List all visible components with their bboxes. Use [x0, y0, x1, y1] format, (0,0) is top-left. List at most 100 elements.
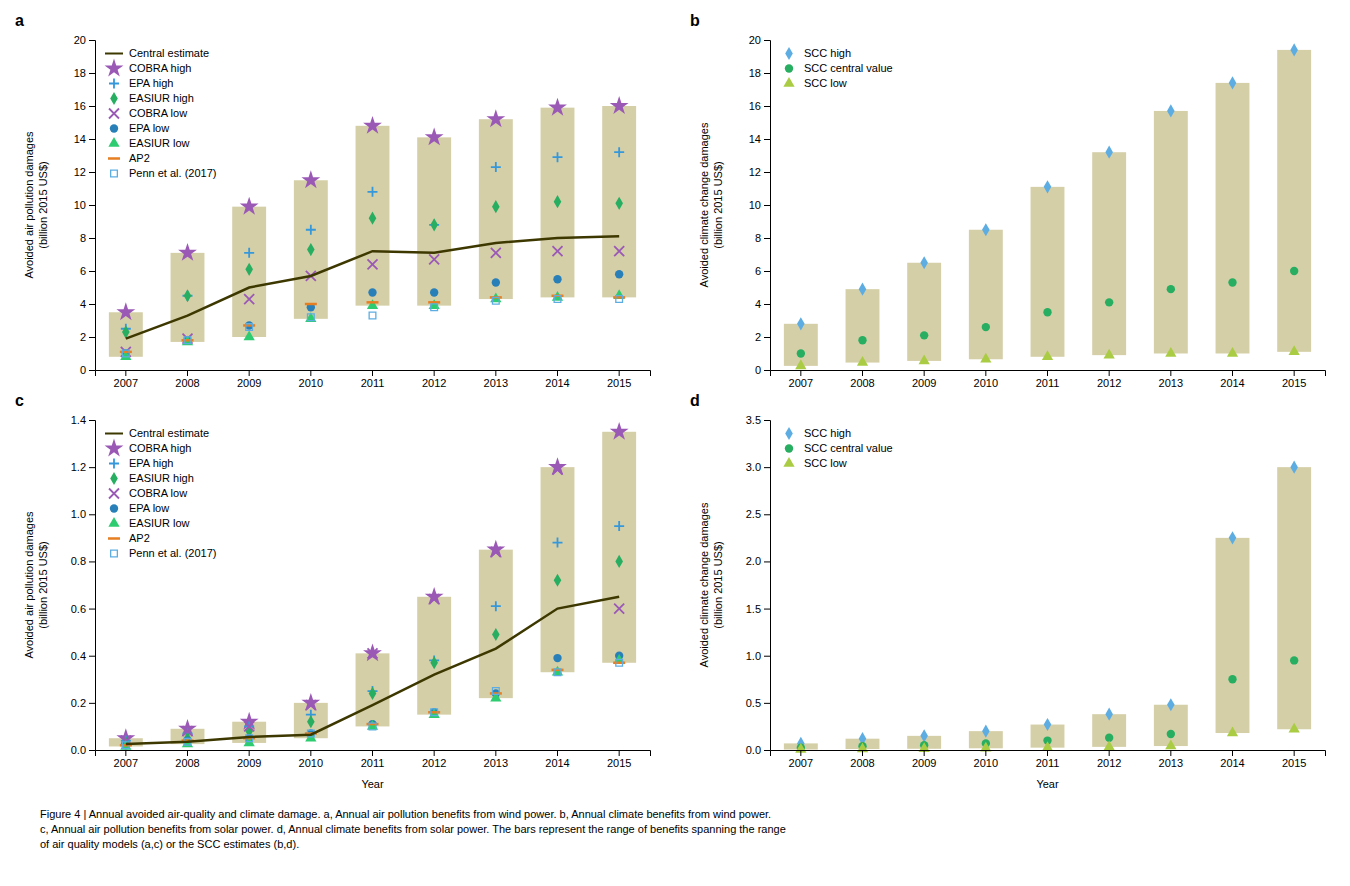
legend-label: EASIUR high — [129, 472, 194, 484]
point — [306, 225, 316, 235]
tick-label: 2015 — [607, 377, 631, 389]
legend-swatch — [109, 459, 119, 469]
tick-label: 2007 — [789, 377, 813, 389]
range-bar — [846, 289, 880, 362]
point — [425, 127, 444, 145]
point — [363, 643, 382, 661]
tick-label: 2 — [755, 331, 761, 343]
point-series — [797, 461, 1298, 750]
tick-mark — [924, 370, 925, 376]
legend: Central estimateCOBRA highEPA highEASIUR… — [105, 47, 217, 179]
point — [1289, 345, 1300, 355]
tick-label: 2.0 — [746, 555, 761, 567]
point — [920, 256, 928, 269]
tick-mark — [125, 750, 126, 756]
range-bar — [294, 180, 328, 319]
y-axis: 02468101214161820 — [74, 34, 96, 376]
tick-mark — [1047, 750, 1048, 756]
legend-swatch — [110, 504, 118, 512]
tick: 2013 — [1159, 750, 1183, 769]
tick-mark — [89, 656, 95, 657]
point — [492, 628, 500, 641]
tick: 3.5 — [746, 414, 770, 426]
tick: 6 — [80, 265, 95, 277]
point — [614, 521, 624, 531]
point — [553, 152, 563, 162]
tick-label: 18 — [74, 67, 86, 79]
point — [1290, 267, 1298, 275]
point — [1042, 350, 1053, 360]
point — [301, 693, 320, 711]
point — [615, 555, 623, 568]
tick-mark — [1170, 750, 1171, 756]
tick-label: 6 — [755, 265, 761, 277]
range-bar — [907, 263, 941, 361]
legend-swatch — [109, 489, 119, 499]
tick-label: 0.0 — [71, 744, 86, 756]
tick-label: 12 — [74, 166, 86, 178]
point-series — [121, 521, 624, 746]
tick: 12 — [749, 166, 770, 178]
point — [1165, 347, 1176, 357]
tick-mark — [764, 172, 770, 173]
tick-label: 0 — [755, 364, 761, 376]
y-axis: 02468101214161820 — [749, 34, 771, 376]
range-bar — [1154, 111, 1188, 354]
tick-mark — [89, 238, 95, 239]
point — [178, 243, 197, 261]
range-bar — [232, 207, 266, 337]
tick-label: 18 — [749, 67, 761, 79]
tick-label: 2008 — [175, 757, 199, 769]
tick-mark — [619, 750, 620, 756]
point — [982, 725, 990, 738]
point — [920, 331, 928, 339]
point-series — [797, 43, 1298, 330]
legend: Central estimateCOBRA highEPA highEASIUR… — [105, 427, 217, 559]
point — [857, 356, 868, 366]
point — [1229, 531, 1237, 544]
tick: 2013 — [1159, 370, 1183, 389]
point — [120, 351, 132, 354]
legend-item: EASIUR high — [110, 92, 194, 105]
tick: 2014 — [1220, 750, 1244, 769]
panel-title: b — [690, 12, 700, 29]
tick-label: 0.5 — [746, 697, 761, 709]
tick-mark — [89, 73, 95, 74]
tick: 2014 — [1220, 370, 1244, 389]
tick: 8 — [80, 232, 95, 244]
tick-mark — [557, 370, 558, 376]
tick: 0.0 — [71, 744, 95, 756]
range-bar — [1277, 467, 1311, 729]
legend-label: Penn et al. (2017) — [129, 167, 216, 179]
tick-mark — [800, 750, 801, 756]
point — [553, 246, 563, 256]
point — [301, 170, 320, 188]
tick-label: 10 — [74, 199, 86, 211]
tick: 2012 — [422, 370, 446, 389]
tick: 2010 — [974, 370, 998, 389]
legend-item: EASIUR low — [108, 517, 189, 529]
tick-mark — [764, 561, 770, 562]
range-bar — [602, 432, 636, 663]
point — [859, 283, 867, 296]
tick-label: 2007 — [789, 757, 813, 769]
tick-mark — [89, 271, 95, 272]
tick-mark — [434, 370, 435, 376]
tick: 2015 — [1282, 370, 1306, 389]
panel: 0246810121416182020072008200920102011201… — [690, 12, 1326, 389]
tick-label: 2015 — [1282, 377, 1306, 389]
tick: 2012 — [422, 750, 446, 769]
point — [492, 200, 500, 213]
tick: 0.0 — [746, 744, 770, 756]
tick: 2015 — [607, 370, 631, 389]
point-series — [122, 270, 624, 358]
point — [554, 669, 561, 676]
point — [610, 422, 629, 440]
point — [491, 248, 501, 258]
point — [306, 700, 316, 710]
tick-label: 2010 — [974, 377, 998, 389]
tick-label: 2012 — [1097, 757, 1121, 769]
point — [1044, 180, 1052, 193]
range-bar — [479, 550, 513, 699]
tick-mark — [619, 370, 620, 376]
